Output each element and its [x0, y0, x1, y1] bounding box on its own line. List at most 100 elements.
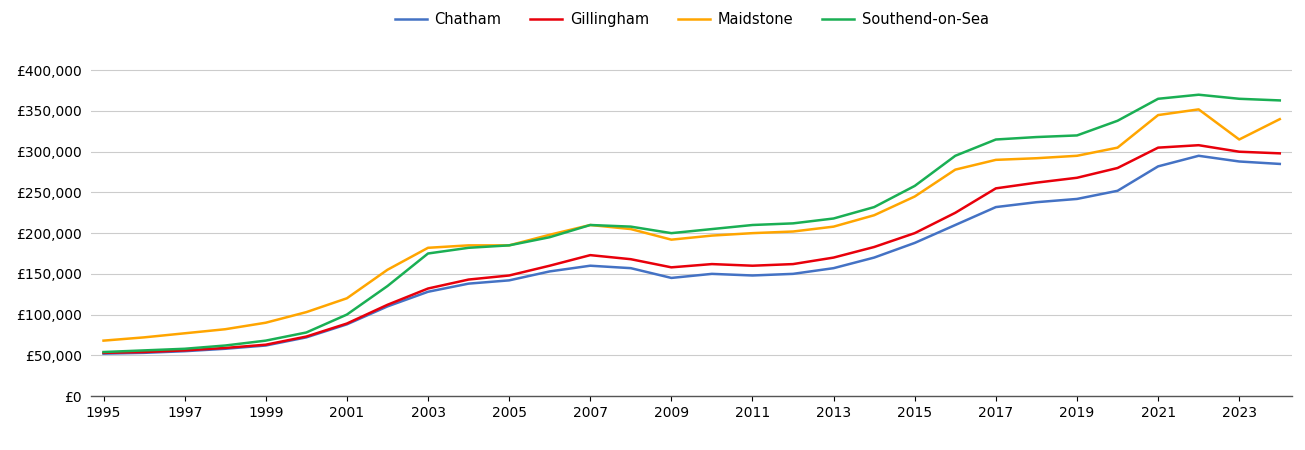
Line: Maidstone: Maidstone: [103, 109, 1280, 341]
Line: Chatham: Chatham: [103, 156, 1280, 354]
Gillingham: [501, 273, 517, 278]
Southend-on-Sea: [1232, 96, 1248, 102]
Chatham: [582, 263, 598, 268]
Maidstone: [380, 267, 395, 273]
Maidstone: [1191, 107, 1207, 112]
Chatham: [705, 271, 720, 277]
Gillingham: [786, 261, 801, 267]
Southend-on-Sea: [339, 312, 355, 317]
Chatham: [1028, 199, 1044, 205]
Gillingham: [947, 210, 963, 216]
Chatham: [1272, 161, 1288, 166]
Maidstone: [988, 157, 1004, 162]
Chatham: [299, 335, 315, 340]
Maidstone: [258, 320, 274, 325]
Southend-on-Sea: [380, 284, 395, 289]
Chatham: [947, 222, 963, 228]
Chatham: [420, 289, 436, 294]
Southend-on-Sea: [826, 216, 842, 221]
Maidstone: [95, 338, 111, 343]
Southend-on-Sea: [786, 220, 801, 226]
Line: Southend-on-Sea: Southend-on-Sea: [103, 94, 1280, 352]
Gillingham: [622, 256, 638, 262]
Chatham: [786, 271, 801, 277]
Chatham: [988, 204, 1004, 210]
Southend-on-Sea: [582, 222, 598, 228]
Maidstone: [1028, 156, 1044, 161]
Gillingham: [705, 261, 720, 267]
Gillingham: [826, 255, 842, 260]
Chatham: [136, 350, 151, 356]
Maidstone: [582, 222, 598, 228]
Southend-on-Sea: [988, 137, 1004, 142]
Chatham: [907, 240, 923, 246]
Legend: Chatham, Gillingham, Maidstone, Southend-on-Sea: Chatham, Gillingham, Maidstone, Southend…: [389, 7, 994, 33]
Maidstone: [136, 335, 151, 340]
Southend-on-Sea: [622, 224, 638, 230]
Gillingham: [1028, 180, 1044, 185]
Gillingham: [461, 277, 476, 282]
Chatham: [663, 275, 679, 281]
Southend-on-Sea: [1069, 133, 1084, 138]
Gillingham: [745, 263, 761, 268]
Maidstone: [1232, 137, 1248, 142]
Chatham: [1232, 159, 1248, 164]
Southend-on-Sea: [461, 245, 476, 251]
Southend-on-Sea: [907, 183, 923, 189]
Maidstone: [745, 230, 761, 236]
Southend-on-Sea: [1109, 118, 1125, 123]
Gillingham: [988, 186, 1004, 191]
Maidstone: [176, 331, 192, 336]
Southend-on-Sea: [1272, 98, 1288, 103]
Gillingham: [1232, 149, 1248, 154]
Gillingham: [1191, 143, 1207, 148]
Gillingham: [907, 230, 923, 236]
Maidstone: [705, 233, 720, 238]
Maidstone: [663, 237, 679, 243]
Maidstone: [826, 224, 842, 230]
Southend-on-Sea: [745, 222, 761, 228]
Chatham: [339, 322, 355, 327]
Southend-on-Sea: [218, 343, 234, 348]
Gillingham: [582, 252, 598, 258]
Maidstone: [622, 226, 638, 232]
Southend-on-Sea: [501, 243, 517, 248]
Southend-on-Sea: [136, 348, 151, 353]
Chatham: [218, 346, 234, 351]
Southend-on-Sea: [542, 234, 557, 240]
Chatham: [95, 351, 111, 356]
Southend-on-Sea: [1028, 135, 1044, 140]
Southend-on-Sea: [258, 338, 274, 343]
Chatham: [380, 304, 395, 309]
Gillingham: [1069, 175, 1084, 180]
Southend-on-Sea: [1150, 96, 1165, 102]
Southend-on-Sea: [1191, 92, 1207, 97]
Maidstone: [1272, 117, 1288, 122]
Chatham: [461, 281, 476, 286]
Maidstone: [786, 229, 801, 234]
Maidstone: [218, 327, 234, 332]
Southend-on-Sea: [947, 153, 963, 158]
Chatham: [826, 266, 842, 271]
Chatham: [745, 273, 761, 278]
Maidstone: [1069, 153, 1084, 158]
Chatham: [1109, 188, 1125, 194]
Gillingham: [95, 350, 111, 356]
Maidstone: [907, 194, 923, 199]
Maidstone: [1109, 145, 1125, 150]
Gillingham: [299, 334, 315, 339]
Maidstone: [1150, 112, 1165, 118]
Maidstone: [339, 296, 355, 301]
Gillingham: [258, 342, 274, 347]
Chatham: [1191, 153, 1207, 158]
Chatham: [1069, 196, 1084, 202]
Gillingham: [176, 348, 192, 353]
Southend-on-Sea: [663, 230, 679, 236]
Gillingham: [380, 302, 395, 307]
Southend-on-Sea: [299, 330, 315, 335]
Maidstone: [947, 167, 963, 172]
Gillingham: [1109, 165, 1125, 171]
Maidstone: [542, 232, 557, 238]
Gillingham: [420, 286, 436, 291]
Southend-on-Sea: [95, 349, 111, 355]
